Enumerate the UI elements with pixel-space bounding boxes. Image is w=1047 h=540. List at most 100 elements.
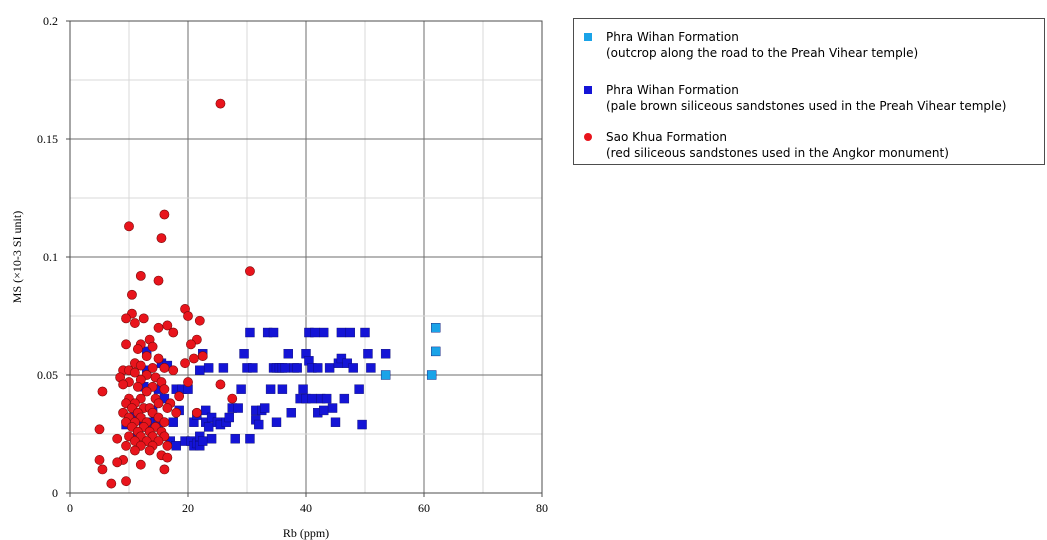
blue-square-marker [584, 86, 592, 94]
data-point-circle [121, 476, 131, 487]
x-tick-label: 40 [300, 501, 312, 515]
data-point-square [345, 327, 355, 338]
data-point-circle [153, 398, 164, 409]
data-point-circle [197, 351, 208, 362]
data-point-circle [153, 353, 164, 364]
data-point-circle [121, 440, 131, 451]
data-point-square [366, 363, 376, 373]
data-point-circle [94, 455, 105, 465]
data-point-square [360, 327, 370, 338]
data-point-circle [159, 384, 170, 395]
data-point-circle [162, 452, 173, 463]
y-axis-title: MS (×10-3 SI unit) [10, 211, 24, 303]
data-point-circle [153, 275, 164, 286]
data-point-circle [147, 341, 158, 352]
data-point-square [321, 393, 332, 404]
legend-description: (pale brown siliceous sandstones used in… [606, 99, 1007, 113]
data-point-square [168, 417, 178, 427]
legend-label: Phra Wihan Formation [606, 30, 739, 44]
data-point-circle [215, 379, 226, 390]
grid-lines [70, 21, 542, 493]
data-point-circle [121, 313, 131, 324]
data-point-square [431, 346, 441, 357]
data-point-circle [153, 322, 164, 333]
data-point-square [200, 405, 211, 416]
data-point-square [354, 384, 364, 394]
data-point-square [431, 323, 441, 333]
x-axis-title: Rb (ppm) [283, 526, 329, 540]
legend-description: (outcrop along the road to the Preah Vih… [606, 46, 919, 60]
data-point-square [271, 417, 282, 427]
data-point-square [280, 363, 291, 373]
data-point-circle [106, 478, 117, 489]
data-point-square [348, 363, 358, 373]
y-tick-label: 0.15 [37, 132, 58, 146]
data-point-square [426, 370, 437, 380]
data-point-circle [141, 386, 152, 397]
data-point-square [339, 393, 350, 404]
data-point-square [206, 434, 217, 444]
data-point-circle [227, 393, 238, 404]
data-point-circle [129, 367, 140, 378]
data-point-square [292, 363, 302, 373]
data-point-circle [135, 360, 146, 371]
data-point-circle [97, 464, 108, 475]
data-point-circle [215, 98, 226, 109]
data-point-circle [162, 440, 173, 451]
data-point-square [206, 412, 217, 423]
y-tick-label: 0.2 [43, 14, 58, 28]
data-point-circle [138, 313, 149, 324]
legend: Phra Wihan Formation (outcrop along the … [573, 18, 1045, 165]
data-point-square [330, 417, 341, 427]
data-point-circle [183, 311, 193, 321]
data-point-square [327, 403, 338, 413]
data-point-square [203, 363, 214, 373]
x-tick-label: 60 [418, 501, 430, 515]
data-point-square [298, 384, 308, 394]
data-point-square [380, 370, 391, 380]
data-point-circle [183, 377, 193, 387]
data-point-square [336, 327, 347, 338]
data-point-circle [132, 381, 143, 392]
data-point-circle [124, 221, 134, 232]
data-point-circle [188, 353, 199, 364]
data-point-circle [135, 459, 146, 470]
data-point-square [336, 353, 347, 364]
data-point-circle [132, 344, 143, 354]
data-point-circle [159, 363, 170, 373]
legend-label: Phra Wihan Formation [606, 83, 739, 97]
data-point-square [310, 327, 320, 338]
data-points [94, 98, 441, 489]
data-point-circle [162, 403, 173, 413]
data-point-square [363, 349, 373, 359]
data-point-circle [191, 407, 202, 418]
data-point-square [218, 363, 229, 373]
data-point-square [265, 384, 276, 394]
data-point-square [245, 327, 255, 338]
data-point-circle [129, 445, 140, 456]
y-tick-label: 0 [52, 486, 58, 500]
data-point-circle [171, 407, 182, 418]
data-point-square [171, 441, 181, 451]
data-point-circle [168, 365, 179, 376]
data-point-square [307, 393, 317, 404]
data-point-square [239, 349, 249, 359]
data-point-square [195, 365, 205, 375]
y-axis: 0 0.05 0.1 0.15 0.2 [37, 14, 70, 500]
data-point-circle [94, 424, 105, 435]
x-tick-label: 80 [536, 501, 548, 515]
data-point-circle [245, 266, 255, 277]
data-point-square [268, 327, 279, 338]
light-blue-square-marker [584, 33, 592, 41]
data-point-square [357, 419, 367, 430]
data-point-circle [180, 358, 190, 369]
data-point-square [254, 419, 264, 430]
data-point-square [198, 436, 208, 446]
data-point-circle [121, 339, 131, 350]
data-point-square [233, 403, 243, 413]
data-point-circle [159, 209, 170, 220]
data-point-circle [112, 433, 123, 444]
legend-label: Sao Khua Formation [606, 130, 727, 144]
data-point-circle [97, 386, 108, 397]
x-tick-label: 0 [67, 501, 73, 515]
